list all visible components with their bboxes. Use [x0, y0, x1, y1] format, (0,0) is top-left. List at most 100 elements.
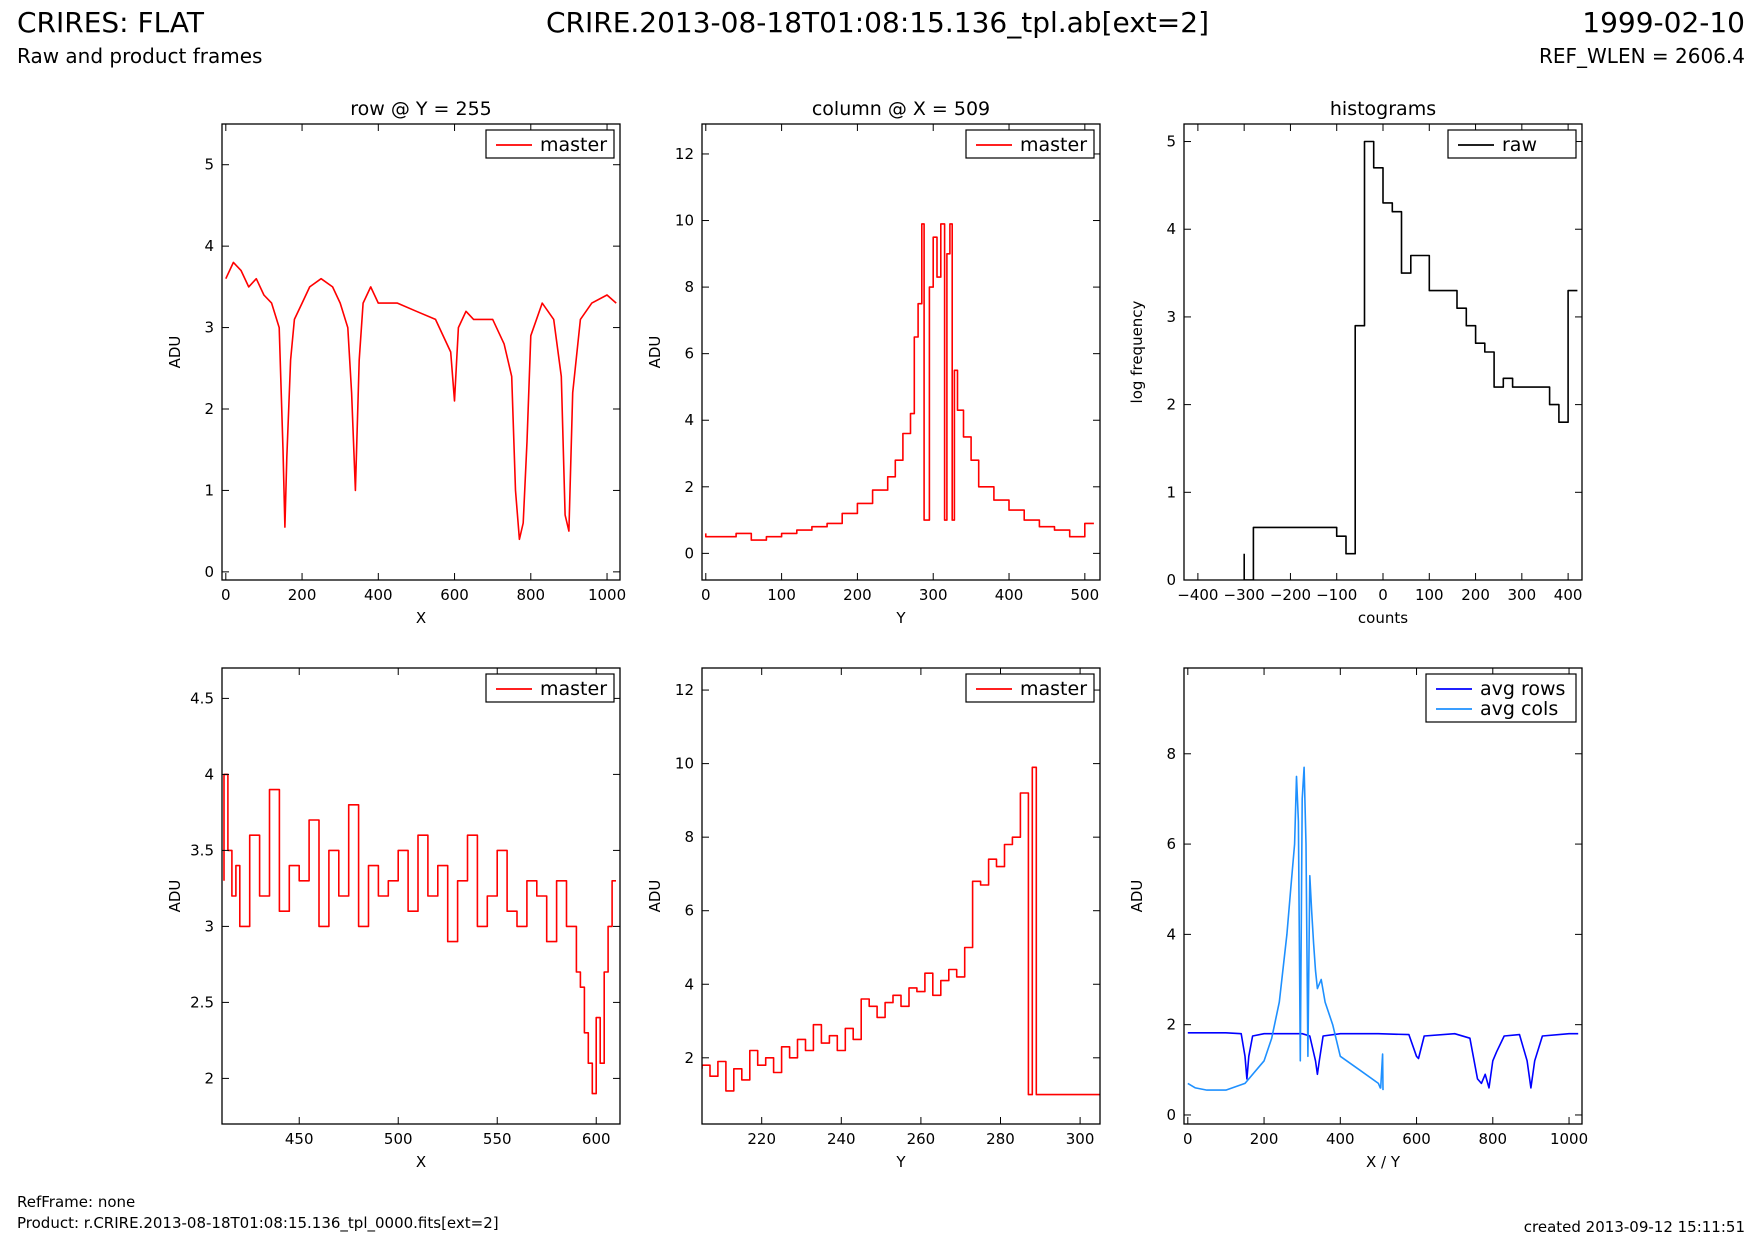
y-tick-label: 1 — [1166, 483, 1176, 501]
y-tick-label: 3 — [1166, 308, 1176, 326]
ref-frame-label: RefFrame: none — [17, 1193, 136, 1211]
y-tick-label: 1 — [204, 481, 214, 499]
x-tick-label: 600 — [582, 1130, 611, 1148]
chart-title: histograms — [1330, 98, 1436, 120]
plot-frame — [221, 123, 621, 581]
chart-panel-2: 0 100 200 300 400 500 0 2 4 6 8 10 12 column @ X = 50… — [646, 98, 1101, 627]
x-tick-label: 260 — [907, 1130, 936, 1148]
ref-wlen-label: REF_WLEN = 2606.4 — [1538, 44, 1745, 68]
series-line-master — [705, 223, 1094, 541]
page-title: CRIRES: FLAT — [17, 6, 204, 39]
chart-panel-3: −400 −300 −200 −100 0 100 200 300 400 0 1 2 3 4 5 histo… — [1128, 98, 1583, 627]
x-tick-label: 0 — [1378, 586, 1388, 604]
x-tick-label: 550 — [483, 1130, 512, 1148]
legend-label: avg rows — [1480, 678, 1565, 700]
plot-frame — [701, 667, 1101, 1125]
x-tick-label: 1000 — [1550, 1130, 1588, 1148]
y-tick-label: 10 — [675, 212, 694, 230]
date-label: 1999-02-10 — [1582, 6, 1745, 39]
y-tick-label: 2 — [684, 478, 694, 496]
plot-frame — [701, 123, 1101, 581]
x-tick-label: −200 — [1270, 586, 1311, 604]
x-tick-label: 220 — [747, 1130, 776, 1148]
y-axis-label: ADU — [166, 336, 184, 369]
x-tick-label: 600 — [1402, 1130, 1431, 1148]
x-axis-label: X / Y — [1366, 1153, 1401, 1171]
x-tick-label: 300 — [1066, 1130, 1095, 1148]
y-tick-label: 4 — [1166, 220, 1176, 238]
x-tick-label: 200 — [288, 586, 317, 604]
legend-box — [485, 129, 615, 159]
chart-title: column @ X = 509 — [812, 98, 990, 120]
y-tick-label: 6 — [684, 345, 694, 363]
legend-box — [965, 673, 1095, 703]
y-tick-label: 10 — [675, 755, 694, 773]
series-line-avg-rows — [1187, 1032, 1579, 1089]
chart-panel-6: 0 200 400 600 800 1000 0 2 4 6 8 X / Y ADU avg rowsav… — [1128, 667, 1588, 1171]
legend-label: master — [540, 678, 607, 700]
x-axis-label: counts — [1358, 609, 1408, 627]
x-tick-label: 600 — [440, 586, 469, 604]
legend-box — [1425, 673, 1577, 723]
series-line-master — [223, 773, 616, 1095]
y-tick-label: 2.5 — [190, 993, 214, 1011]
x-tick-label: 0 — [701, 586, 711, 604]
y-tick-label: 0 — [1166, 571, 1176, 589]
legend-label: avg cols — [1480, 698, 1558, 720]
x-tick-label: 400 — [995, 586, 1024, 604]
legend-box — [1447, 129, 1577, 159]
page-subtitle: Raw and product frames — [17, 44, 263, 68]
y-tick-label: 5 — [204, 156, 214, 174]
y-tick-label: 3 — [204, 917, 214, 935]
x-tick-label: 300 — [1508, 586, 1537, 604]
product-label: Product: r.CRIRE.2013-08-18T01:08:15.136… — [17, 1214, 499, 1232]
y-tick-label: 0 — [1166, 1106, 1176, 1124]
y-axis-label: log frequency — [1128, 300, 1146, 403]
y-axis-label: ADU — [166, 880, 184, 913]
y-tick-label: 12 — [675, 681, 694, 699]
y-tick-label: 8 — [684, 828, 694, 846]
y-tick-label: 4 — [1166, 925, 1176, 943]
legend-label: master — [1020, 134, 1087, 156]
series-line-raw — [1243, 140, 1578, 580]
x-tick-label: 800 — [516, 586, 545, 604]
x-tick-label: 500 — [1071, 586, 1100, 604]
plot-frame — [221, 667, 621, 1125]
y-tick-label: 6 — [684, 902, 694, 920]
y-tick-label: 8 — [1166, 745, 1176, 763]
y-tick-label: 0 — [684, 544, 694, 562]
x-tick-label: −300 — [1224, 586, 1265, 604]
y-tick-label: 5 — [1166, 133, 1176, 151]
y-tick-label: 2 — [1166, 1016, 1176, 1034]
y-axis-label: ADU — [1128, 880, 1146, 913]
y-tick-label: 12 — [675, 145, 694, 163]
series-line-master — [225, 261, 617, 541]
x-axis-label: X — [416, 1153, 426, 1171]
legend-box — [965, 129, 1095, 159]
x-axis-label: X — [416, 609, 426, 627]
file-title: CRIRE.2013-08-18T01:08:15.136_tpl.ab[ext… — [545, 6, 1209, 39]
y-tick-label: 0 — [204, 563, 214, 581]
y-tick-label: 4 — [204, 237, 214, 255]
created-label: created 2013-09-12 15:11:51 — [1523, 1218, 1745, 1236]
series-line-master — [702, 766, 1100, 1096]
chart-title: row @ Y = 255 — [350, 98, 492, 120]
x-tick-label: 100 — [1415, 586, 1444, 604]
x-tick-label: 0 — [221, 586, 231, 604]
legend-label: master — [540, 134, 607, 156]
series-line-avg-cols — [1187, 766, 1384, 1091]
chart-panel-5: 220 240 260 280 300 2 4 6 8 10 12 Y ADU master — [646, 667, 1101, 1171]
x-tick-label: 1000 — [588, 586, 626, 604]
x-tick-label: 400 — [1554, 586, 1583, 604]
x-tick-label: 280 — [986, 1130, 1015, 1148]
x-tick-label: −100 — [1316, 586, 1357, 604]
y-tick-label: 2 — [684, 1049, 694, 1067]
y-tick-label: 4 — [684, 411, 694, 429]
plot-frame — [1183, 667, 1583, 1125]
x-tick-label: 400 — [1326, 1130, 1355, 1148]
x-tick-label: −400 — [1177, 586, 1218, 604]
x-tick-label: 100 — [767, 586, 796, 604]
x-tick-label: 300 — [919, 586, 948, 604]
x-tick-label: 200 — [843, 586, 872, 604]
